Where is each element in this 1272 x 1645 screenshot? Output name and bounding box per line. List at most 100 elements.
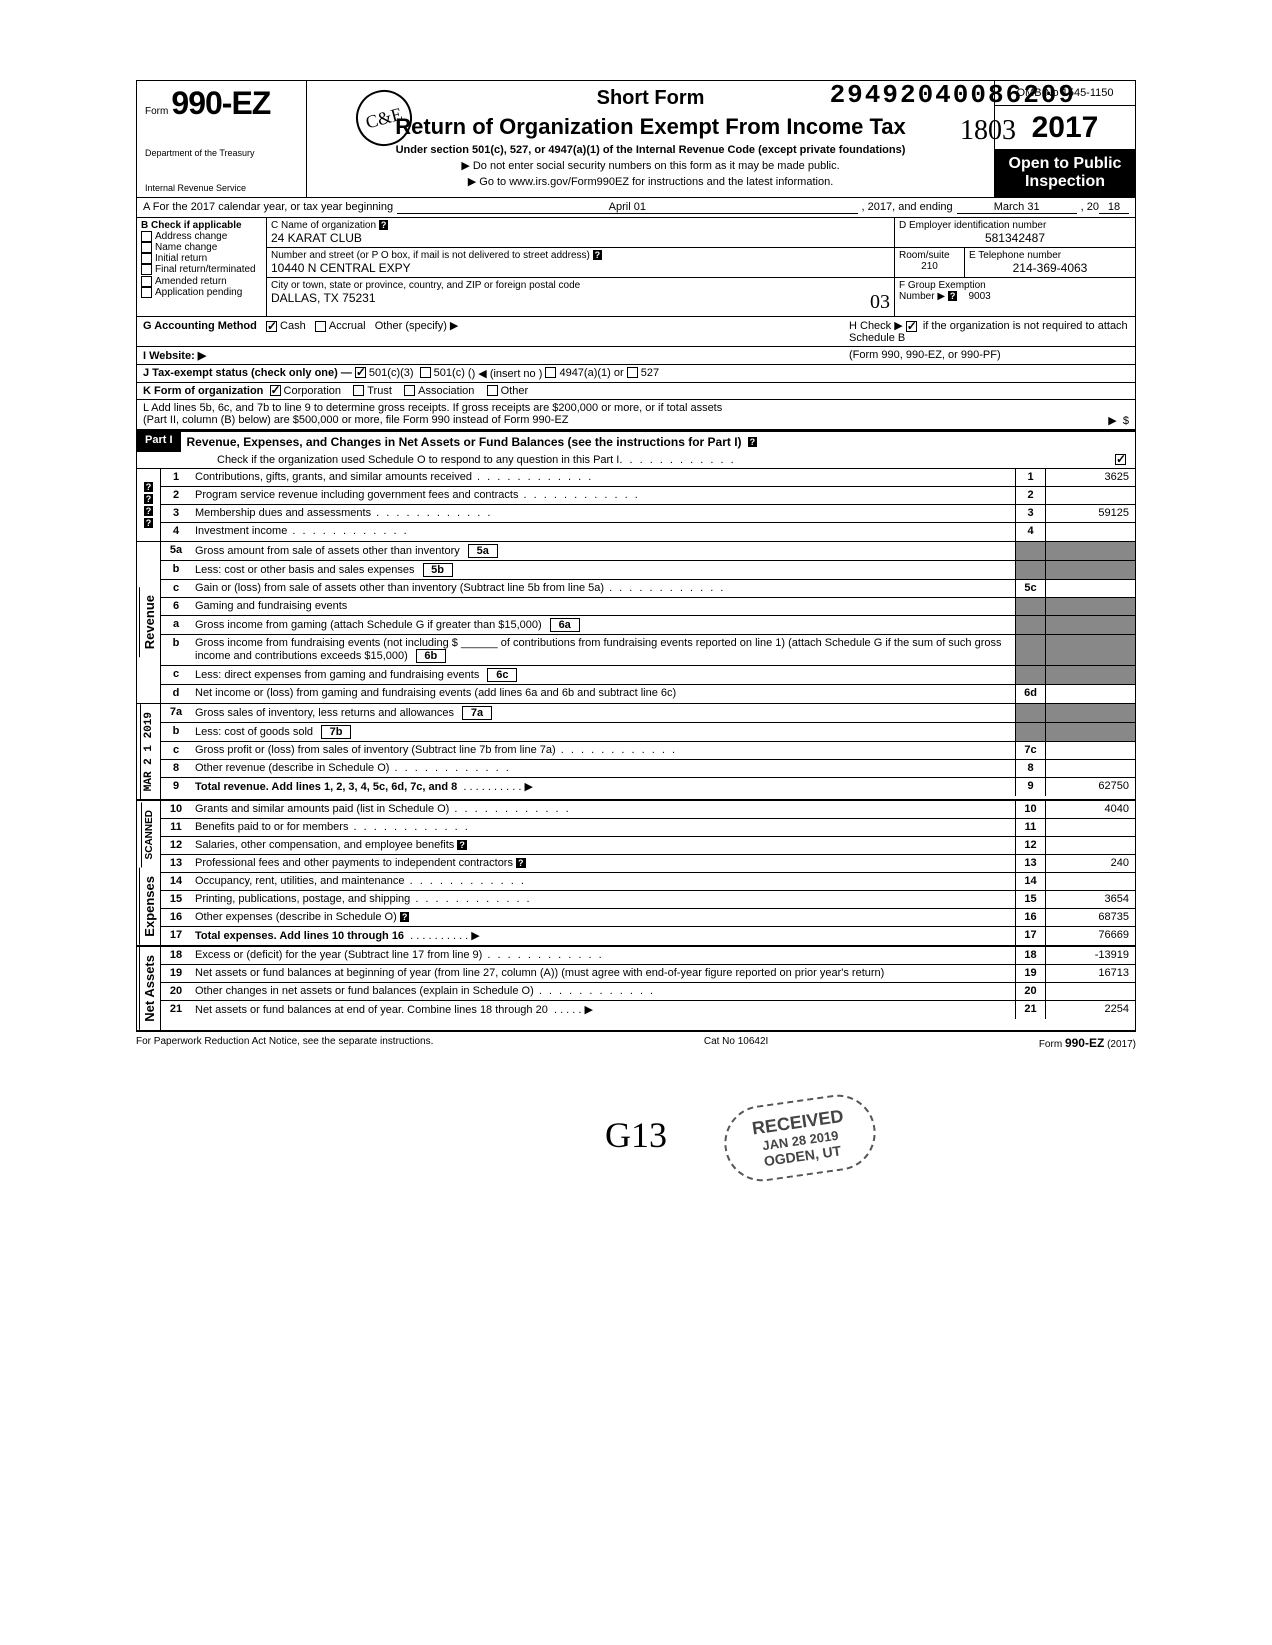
- section-h-sub: (Form 990, 990-EZ, or 990-PF): [849, 349, 1129, 362]
- line-16-amount: 68735: [1045, 909, 1135, 926]
- shaded: [1015, 635, 1045, 665]
- label-other-method: Other (specify) ▶: [375, 320, 459, 332]
- line-8-box: 8: [1015, 760, 1045, 777]
- label-501c3: 501(c)(3): [369, 367, 414, 380]
- check-app-pending[interactable]: [141, 287, 152, 298]
- check-schedule-b[interactable]: [906, 321, 917, 332]
- line-21-num: 21: [161, 1001, 191, 1019]
- line-6d-num: d: [161, 685, 191, 703]
- side-date-stamp: MAR 2 1 2019: [140, 704, 157, 799]
- label-assoc: Association: [418, 385, 474, 397]
- line-17-box: 17: [1015, 927, 1045, 945]
- room-label: Room/suite: [899, 250, 960, 261]
- line-7a-desc: Gross sales of inventory, less returns a…: [191, 704, 1015, 722]
- group-exemption-value: 9003: [968, 291, 990, 302]
- line-18-amount: -13919: [1045, 947, 1135, 964]
- line-21-desc: Net assets or fund balances at end of ye…: [191, 1001, 1015, 1019]
- shaded: [1045, 704, 1135, 722]
- shaded: [1015, 723, 1045, 741]
- check-corp[interactable]: [270, 385, 281, 396]
- line-6-desc: Gaming and fundraising events: [191, 598, 1015, 615]
- line-3-num: 3: [161, 505, 191, 522]
- help-icon: ?: [379, 220, 389, 230]
- sub-7a: 7a: [462, 706, 492, 720]
- line-14-desc: Occupancy, rent, utilities, and maintena…: [191, 873, 1015, 890]
- line-4-desc: Investment income: [191, 523, 1015, 541]
- line-14-amount: [1045, 873, 1135, 890]
- check-527[interactable]: [627, 367, 638, 378]
- check-501c3[interactable]: [355, 367, 366, 378]
- line-6b-num: b: [161, 635, 191, 665]
- label-other-org: Other: [501, 385, 529, 397]
- check-address-change[interactable]: [141, 231, 152, 242]
- check-trust[interactable]: [353, 385, 364, 396]
- check-name-change[interactable]: [141, 242, 152, 253]
- line-1-num: 1: [161, 469, 191, 486]
- sub-6a: 6a: [550, 618, 580, 632]
- line-7c-desc: Gross profit or (loss) from sales of inv…: [191, 742, 1015, 759]
- side-revenue-label: Revenue: [139, 587, 159, 657]
- part-1-check-text: Check if the organization used Schedule …: [217, 454, 619, 466]
- line-6d-box: 6d: [1015, 685, 1045, 703]
- shaded: [1015, 561, 1045, 579]
- line-14-num: 14: [161, 873, 191, 890]
- line-a-year-suffix: , 20: [1081, 201, 1099, 214]
- line-3-amount: 59125: [1045, 505, 1135, 522]
- open-public-1: Open to Public: [999, 155, 1131, 173]
- shaded: [1015, 704, 1045, 722]
- line-4-box: 4: [1015, 523, 1045, 541]
- line-a-prefix: A For the 2017 calendar year, or tax yea…: [143, 201, 393, 214]
- check-initial-return[interactable]: [141, 253, 152, 264]
- footer-form-year: (2017): [1107, 1039, 1136, 1050]
- shaded: [1015, 542, 1045, 560]
- footer-form-num: 990-EZ: [1065, 1036, 1104, 1050]
- line-19-box: 19: [1015, 965, 1045, 982]
- line-10-num: 10: [161, 801, 191, 818]
- label-4947: 4947(a)(1) or: [559, 367, 623, 380]
- check-schedule-o[interactable]: [1115, 454, 1126, 465]
- phone-value: 214-369-4063: [969, 261, 1131, 275]
- section-h-label: H Check ▶: [849, 320, 903, 332]
- dept-treasury: Department of the Treasury: [145, 148, 298, 158]
- dept-irs: Internal Revenue Service: [145, 183, 298, 193]
- line-12-num: 12: [161, 837, 191, 854]
- check-amended[interactable]: [141, 276, 152, 287]
- help-icon: ?: [748, 437, 758, 447]
- form-body: ? ? ? ? 1Contributions, gifts, grants, a…: [136, 469, 1136, 1031]
- check-other-org[interactable]: [487, 385, 498, 396]
- line-20-desc: Other changes in net assets or fund bala…: [191, 983, 1015, 1000]
- side-net-assets-label: Net Assets: [139, 947, 159, 1030]
- line-4-amount: [1045, 523, 1135, 541]
- open-public-2: Inspection: [999, 173, 1131, 191]
- line-4-num: 4: [161, 523, 191, 541]
- side-expenses-label: Expenses: [139, 868, 159, 945]
- street-label: Number and street (or P O box, if mail i…: [271, 250, 590, 261]
- check-4947[interactable]: [545, 367, 556, 378]
- help-icon: ?: [948, 291, 958, 301]
- check-accrual[interactable]: [315, 321, 326, 332]
- group-exemption-label: Number ▶: [899, 291, 945, 302]
- line-15-amount: 3654: [1045, 891, 1135, 908]
- open-public-badge: Open to Public Inspection: [995, 149, 1135, 197]
- line-6a-desc: Gross income from gaming (attach Schedul…: [191, 616, 1015, 634]
- section-k-label: K Form of organization: [143, 385, 263, 397]
- line-13-desc: Professional fees and other payments to …: [191, 855, 1015, 872]
- section-g-label: G Accounting Method: [143, 320, 257, 332]
- line-a-mid: , 2017, and ending: [862, 201, 953, 214]
- section-l-line2: (Part II, column (B) below) are $500,000…: [143, 414, 569, 427]
- line-11-desc: Benefits paid to or for members: [191, 819, 1015, 836]
- line-a: A For the 2017 calendar year, or tax yea…: [136, 198, 1136, 218]
- shaded: [1045, 616, 1135, 634]
- line-6c-desc: Less: direct expenses from gaming and fu…: [191, 666, 1015, 684]
- check-final-return[interactable]: [141, 264, 152, 275]
- help-icon: ?: [593, 250, 603, 260]
- check-cash[interactable]: [266, 321, 277, 332]
- tax-year-begin: April 01: [397, 201, 857, 214]
- line-13-amount: 240: [1045, 855, 1135, 872]
- shaded: [1045, 723, 1135, 741]
- check-501c[interactable]: [420, 367, 431, 378]
- line-13-num: 13: [161, 855, 191, 872]
- shaded: [1015, 598, 1045, 615]
- check-assoc[interactable]: [404, 385, 415, 396]
- line-21-amount: 2254: [1045, 1001, 1135, 1019]
